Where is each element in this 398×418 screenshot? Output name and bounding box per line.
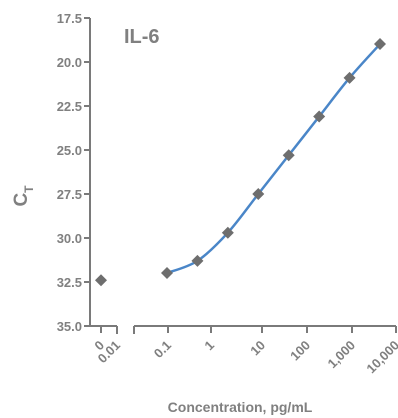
x-tick-label: 1: [201, 338, 217, 354]
y-axis-title: CT: [11, 185, 36, 207]
y-axis: 17.5 20.0 22.5 25.0 27.5 30.0 32.5 35.0: [57, 11, 91, 334]
x-axis-title: Concentration, pg/mL: [168, 399, 313, 415]
data-point: [313, 110, 326, 123]
data-point: [343, 71, 356, 84]
x-tick-label: 100: [287, 338, 313, 364]
y-axis-title-subscript: T: [22, 185, 36, 193]
chart-title: IL-6: [124, 26, 160, 48]
data-point: [282, 149, 295, 162]
x-tick-label: 10: [247, 338, 268, 359]
x-tick-label: 0.1: [151, 338, 174, 361]
data-point: [191, 254, 204, 267]
y-tick-label: 20.0: [57, 55, 82, 70]
y-tick-label: 32.5: [57, 275, 82, 290]
data-point: [161, 267, 173, 280]
y-tick-label: 17.5: [57, 11, 82, 26]
y-axis-title-main: C: [11, 193, 32, 207]
data-point: [252, 188, 265, 200]
y-tick-label: 25.0: [57, 143, 82, 158]
y-tick-label: 35.0: [57, 319, 82, 334]
y-tick-label: 30.0: [57, 231, 82, 246]
y-tick-label: 22.5: [57, 99, 82, 114]
x-tick-label: 10,000: [363, 338, 398, 377]
y-tick-label: 27.5: [57, 187, 82, 202]
data-point: [221, 226, 234, 239]
x-tick-label: 1,000: [325, 338, 359, 372]
data-point-zero: [95, 274, 107, 287]
data-point: [374, 38, 386, 51]
x-axis: 00.01 0.1 1 10 100 1,000 10,000: [90, 325, 398, 377]
data-points: [95, 38, 386, 287]
